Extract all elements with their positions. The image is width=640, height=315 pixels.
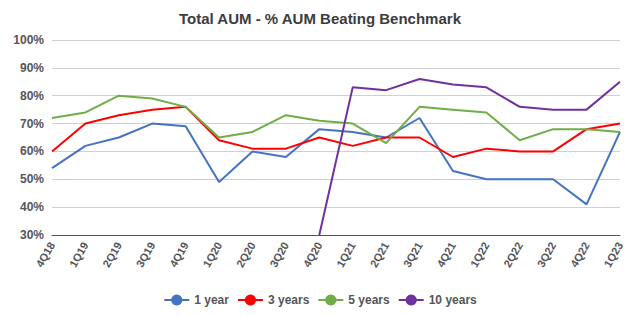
svg-text:3Q19: 3Q19	[134, 240, 158, 269]
svg-text:4Q22: 4Q22	[568, 240, 592, 269]
svg-text:1Q20: 1Q20	[200, 240, 224, 269]
svg-text:5 years: 5 years	[348, 293, 390, 307]
svg-text:2Q22: 2Q22	[501, 240, 525, 269]
svg-text:30%: 30%	[20, 228, 44, 242]
svg-text:3 years: 3 years	[268, 293, 310, 307]
svg-text:1 year: 1 year	[194, 293, 229, 307]
svg-text:Total AUM - % AUM Beating Benc: Total AUM - % AUM Beating Benchmark	[179, 10, 462, 27]
svg-text:2Q20: 2Q20	[234, 240, 258, 269]
svg-text:3Q21: 3Q21	[401, 240, 425, 269]
svg-text:2Q19: 2Q19	[100, 240, 124, 269]
svg-text:3Q20: 3Q20	[267, 240, 291, 269]
svg-text:70%: 70%	[20, 117, 44, 131]
svg-text:10 years: 10 years	[429, 293, 477, 307]
svg-text:100%: 100%	[13, 33, 44, 47]
svg-text:4Q21: 4Q21	[434, 240, 458, 269]
svg-text:4Q18: 4Q18	[33, 240, 57, 269]
svg-text:1Q19: 1Q19	[67, 240, 91, 269]
svg-text:50%: 50%	[20, 172, 44, 186]
svg-text:60%: 60%	[20, 144, 44, 158]
svg-text:4Q19: 4Q19	[167, 240, 191, 269]
svg-text:1Q22: 1Q22	[468, 240, 492, 269]
svg-text:4Q20: 4Q20	[301, 240, 325, 269]
svg-text:90%: 90%	[20, 61, 44, 75]
svg-text:80%: 80%	[20, 89, 44, 103]
svg-text:1Q23: 1Q23	[601, 240, 625, 269]
svg-text:1Q21: 1Q21	[334, 240, 358, 269]
svg-text:2Q21: 2Q21	[367, 240, 391, 269]
svg-text:40%: 40%	[20, 200, 44, 214]
svg-text:3Q22: 3Q22	[535, 240, 559, 269]
